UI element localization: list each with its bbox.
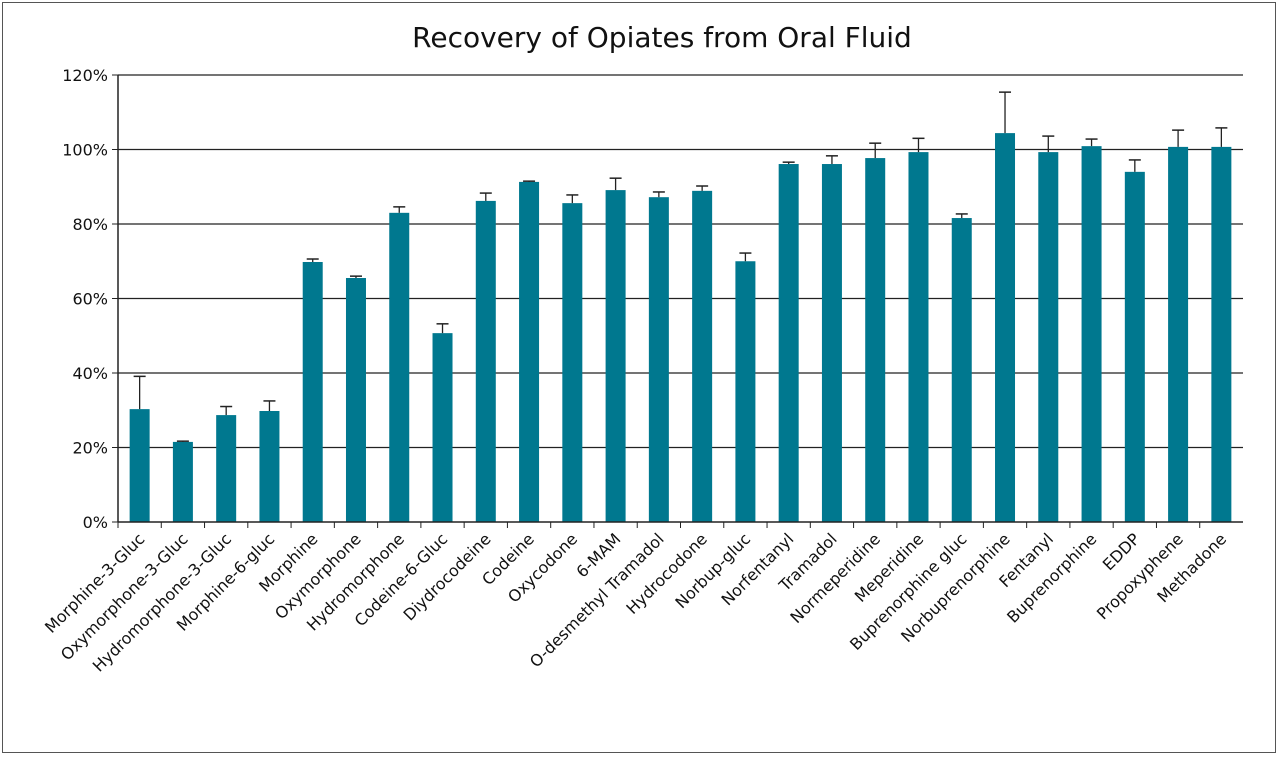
bar <box>345 278 366 522</box>
y-tick-label: 20% <box>72 439 108 458</box>
y-tick-label: 80% <box>72 215 108 234</box>
bar <box>129 409 150 522</box>
bar <box>735 261 756 522</box>
bar <box>172 441 193 522</box>
bar <box>865 158 886 522</box>
bar <box>692 190 713 522</box>
bar <box>908 152 929 523</box>
bar <box>995 133 1016 523</box>
bar <box>302 261 323 522</box>
bar <box>432 333 453 522</box>
bar <box>216 415 237 522</box>
bar <box>519 181 540 522</box>
bar <box>648 197 669 522</box>
y-tick-label: 0% <box>83 513 108 532</box>
bar <box>1168 146 1189 522</box>
bar <box>259 410 280 522</box>
y-tick-label: 60% <box>72 290 108 309</box>
bar <box>605 190 626 523</box>
bar <box>1081 146 1102 522</box>
y-tick-label: 120% <box>62 66 108 85</box>
y-tick-label: 100% <box>62 141 108 160</box>
bar <box>389 212 410 522</box>
bar <box>1038 152 1059 523</box>
bar <box>1211 146 1232 522</box>
bar <box>1124 171 1145 522</box>
bar <box>778 164 799 522</box>
bar <box>821 164 842 522</box>
chart-title: Recovery of Opiates from Oral Fluid <box>412 21 912 54</box>
bar <box>951 218 972 523</box>
bar <box>562 203 583 522</box>
bar <box>475 200 496 522</box>
y-tick-label: 40% <box>72 364 108 383</box>
